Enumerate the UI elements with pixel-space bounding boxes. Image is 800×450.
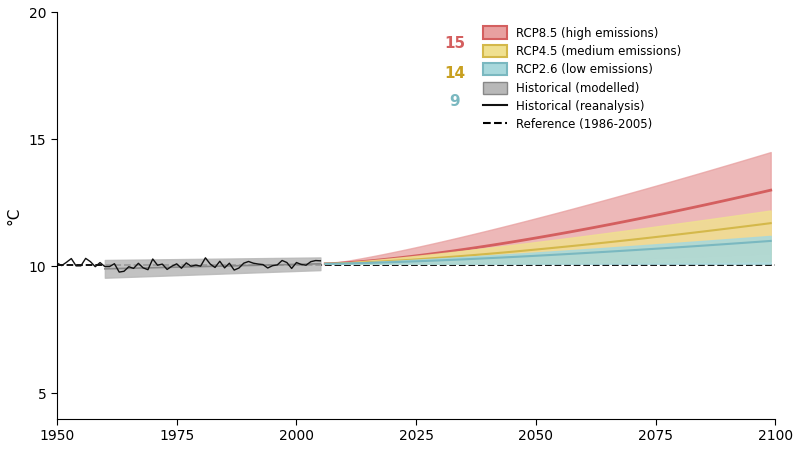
Legend: RCP8.5 (high emissions), RCP4.5 (medium emissions), RCP2.6 (low emissions), Hist: RCP8.5 (high emissions), RCP4.5 (medium … (483, 27, 682, 131)
Y-axis label: °C: °C (7, 207, 22, 225)
Text: 9: 9 (450, 94, 460, 109)
Text: 15: 15 (444, 36, 465, 51)
Text: 14: 14 (444, 67, 465, 81)
